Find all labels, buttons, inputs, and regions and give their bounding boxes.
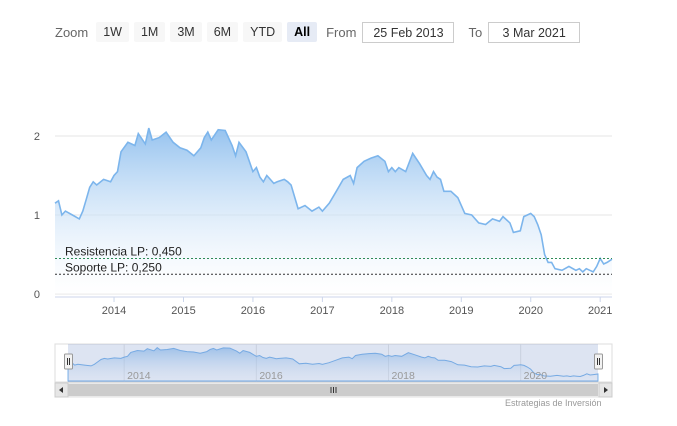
zoom-3m-button[interactable]: 3M <box>170 22 202 42</box>
from-label: From <box>326 24 357 40</box>
zoom-all-button[interactable]: All <box>287 22 318 42</box>
navigator-year-label: 2014 <box>127 370 151 382</box>
price-area <box>55 128 612 294</box>
to-date-input[interactable]: 3 Mar 2021 <box>488 21 581 43</box>
navigator-year-label: 2020 <box>524 370 548 382</box>
from-date-input[interactable]: 25 Feb 2013 <box>362 21 455 43</box>
navigator-year-label: 2016 <box>259 370 283 382</box>
x-tick-label: 2015 <box>171 305 195 317</box>
x-tick-label: 2016 <box>241 305 265 317</box>
y-tick-label: 1 <box>34 210 40 222</box>
x-tick-label: 2014 <box>102 305 126 317</box>
navigator-mask[interactable] <box>68 344 598 382</box>
scrollbar[interactable] <box>54 382 613 398</box>
y-tick-label: 0 <box>34 289 40 301</box>
navigator-area <box>67 346 599 382</box>
left-arrow-icon <box>59 387 63 393</box>
to-label: To <box>468 24 483 40</box>
zoom-label: Zoom <box>55 24 89 40</box>
y-axis-labels: 0 1 2 <box>34 131 40 301</box>
x-axis-labels: 2014 2015 2016 2017 2018 2019 2020 2021 <box>102 297 612 317</box>
x-tick-label: 2019 <box>449 305 473 317</box>
price-line <box>54 127 613 273</box>
navigator-left-handle[interactable] <box>64 353 73 370</box>
chart-credit[interactable]: Estrategias de Inversión <box>505 398 602 408</box>
right-arrow-icon <box>604 387 608 393</box>
zoom-1m-button[interactable]: 1M <box>133 22 166 42</box>
zoom-6m-button[interactable]: 6M <box>206 22 239 42</box>
navigator: 2014 2016 2018 2020 <box>54 343 613 383</box>
scrollbar-grip-icon <box>330 387 337 393</box>
navigator-labels: 2014 2016 2018 2020 <box>127 370 547 382</box>
navigator-right-handle[interactable] <box>594 353 603 370</box>
x-tick-label: 2018 <box>380 305 404 317</box>
resistance-label: Resistencia LP: 0,450 <box>65 244 182 258</box>
x-tick-label: 2017 <box>310 305 334 317</box>
support-label: Soporte LP: 0,250 <box>65 260 162 274</box>
navigator-year-label: 2018 <box>392 370 416 382</box>
x-tick-label: 2021 <box>588 305 612 317</box>
zoom-ytd-button[interactable]: YTD <box>243 22 283 42</box>
zoom-1w-button[interactable]: 1W <box>96 22 129 42</box>
y-tick-label: 2 <box>34 131 40 143</box>
x-tick-label: 2020 <box>518 305 542 317</box>
range-selector: Zoom 1W 1M 3M 6M YTD All From 25 Feb 201… <box>55 20 590 44</box>
